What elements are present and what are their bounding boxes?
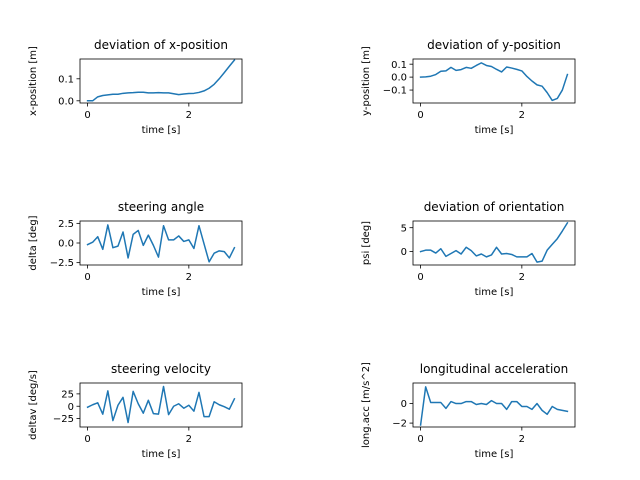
- x-tick-label: 2: [519, 272, 525, 283]
- y-tick-label: 5: [401, 223, 407, 234]
- x-tick-label: 0: [417, 272, 423, 283]
- y-tick-label: −25: [53, 414, 74, 425]
- x-tick-label: 2: [519, 434, 525, 445]
- subplot-3: 0 2 2.5 0.0 −2.5 steering angle time [s] delta …: [28, 200, 243, 298]
- y-tick-label: 0: [401, 399, 407, 410]
- y-axis-label: y-position [m]: [361, 46, 372, 116]
- series-line: [86, 224, 236, 263]
- series-line: [419, 62, 569, 102]
- y-axis-label: psi [deg]: [361, 221, 372, 265]
- subplot-6: 0 2 0 −2 longitudinal acceleration time [s] lo…: [361, 362, 576, 460]
- y-axis-label: x-position [m]: [28, 46, 39, 116]
- x-axis-label: time [s]: [142, 125, 181, 136]
- x-tick-label: 0: [417, 110, 423, 121]
- series-line: [86, 385, 236, 424]
- axes-frame: [412, 58, 576, 104]
- axes-frame: [412, 382, 576, 428]
- axes-frame: [79, 382, 243, 428]
- x-axis-label: time [s]: [142, 287, 181, 298]
- subplot-4: 0 2 5 0 deviation of orientation time [s] psi …: [361, 200, 576, 298]
- x-tick-label: 0: [84, 434, 90, 445]
- y-tick-label: −2: [392, 419, 407, 430]
- x-tick-label: 2: [186, 272, 192, 283]
- x-axis-label: time [s]: [475, 287, 514, 298]
- axes-frame: [412, 220, 576, 266]
- axes-frame: [79, 58, 243, 104]
- y-axis-label: delta [deg]: [28, 215, 39, 270]
- subplot-1: 0 2 0.0 0.1 deviation of x-position time [s] x…: [28, 38, 243, 136]
- series-line: [419, 221, 569, 263]
- series-line: [86, 59, 236, 102]
- x-tick-label: 0: [417, 434, 423, 445]
- y-axis-label: long.acc [m/s^2]: [361, 362, 372, 448]
- y-tick-label: 0.0: [391, 73, 407, 84]
- y-axis-label: deltav [deg/s]: [28, 370, 39, 440]
- x-tick-label: 2: [186, 434, 192, 445]
- y-tick-label: 0.1: [58, 74, 74, 85]
- x-axis-label: time [s]: [475, 125, 514, 136]
- series-line: [419, 386, 569, 426]
- y-tick-label: 0: [401, 247, 407, 258]
- x-axis-label: time [s]: [475, 449, 514, 460]
- subplot-title: steering velocity: [111, 362, 211, 376]
- x-tick-label: 2: [186, 110, 192, 121]
- subplot-title: deviation of orientation: [424, 200, 565, 214]
- subplot-title: steering angle: [118, 200, 204, 214]
- subplot-title: longitudinal acceleration: [420, 362, 569, 376]
- y-tick-label: −2.5: [50, 258, 74, 269]
- y-tick-label: −0.1: [383, 86, 407, 97]
- y-tick-label: 0.1: [391, 60, 407, 71]
- y-tick-label: 0.0: [58, 96, 74, 107]
- x-tick-label: 0: [84, 272, 90, 283]
- x-axis-label: time [s]: [142, 449, 181, 460]
- subplot-title: deviation of y-position: [427, 38, 561, 52]
- x-tick-label: 2: [519, 110, 525, 121]
- y-tick-label: 0.0: [58, 239, 74, 250]
- y-tick-label: 0: [68, 402, 74, 413]
- subplot-title: deviation of x-position: [94, 38, 228, 52]
- x-tick-label: 0: [84, 110, 90, 121]
- y-tick-label: 25: [61, 389, 74, 400]
- y-tick-label: 2.5: [58, 219, 74, 230]
- subplot-2: 0 2 0.1 0.0 −0.1 deviation of y-position time …: [361, 38, 576, 136]
